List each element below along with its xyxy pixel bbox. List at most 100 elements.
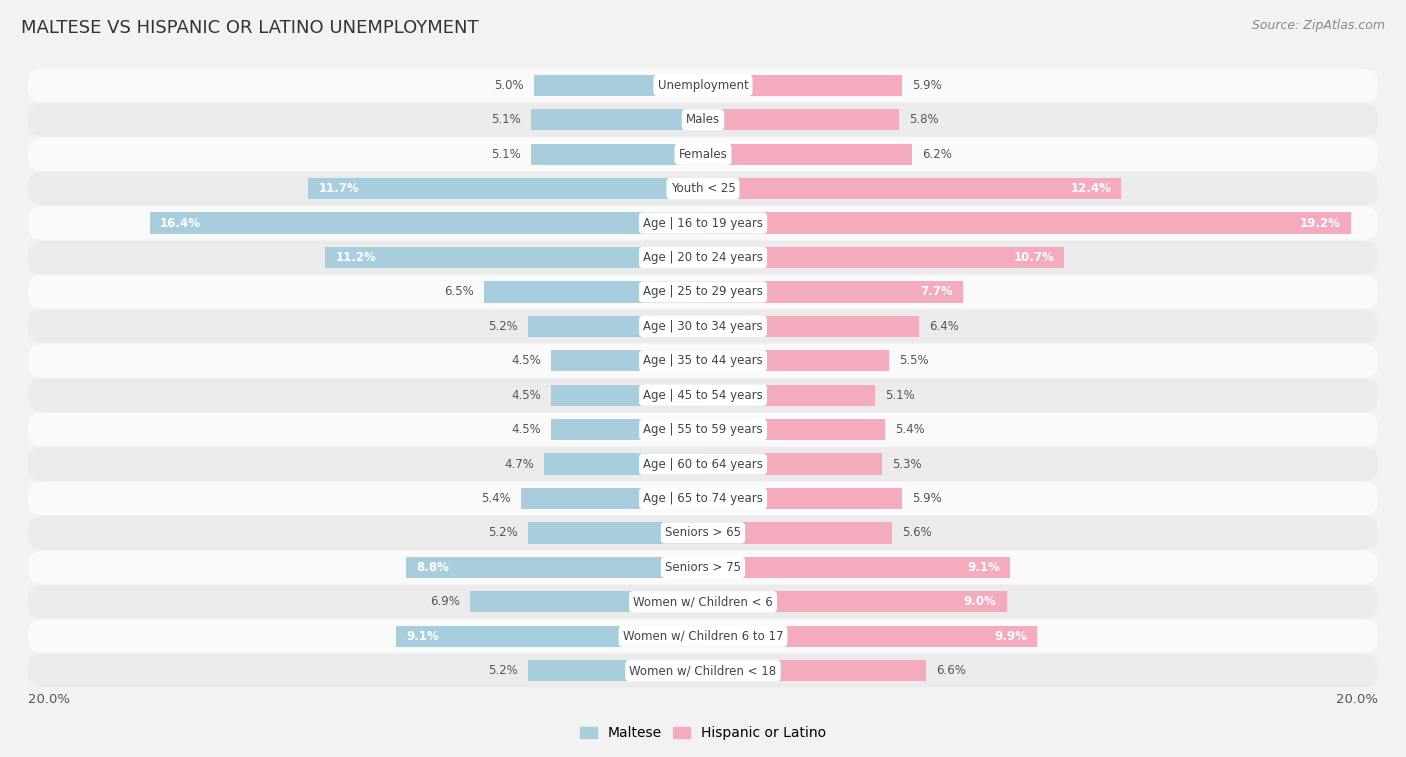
Bar bbox=[703, 75, 903, 96]
Text: 7.7%: 7.7% bbox=[920, 285, 953, 298]
Text: Source: ZipAtlas.com: Source: ZipAtlas.com bbox=[1251, 19, 1385, 32]
Text: 5.2%: 5.2% bbox=[488, 320, 517, 333]
Text: 6.4%: 6.4% bbox=[929, 320, 959, 333]
Bar bbox=[551, 385, 703, 406]
Bar bbox=[531, 144, 703, 165]
Text: Women w/ Children < 18: Women w/ Children < 18 bbox=[630, 664, 776, 677]
Bar bbox=[703, 556, 1010, 578]
Text: Females: Females bbox=[679, 148, 727, 160]
Text: 5.2%: 5.2% bbox=[488, 664, 517, 677]
Bar bbox=[703, 660, 925, 681]
Text: Age | 35 to 44 years: Age | 35 to 44 years bbox=[643, 354, 763, 367]
Bar bbox=[703, 316, 920, 337]
Bar bbox=[703, 350, 889, 372]
Bar bbox=[544, 453, 703, 475]
FancyBboxPatch shape bbox=[28, 69, 1378, 102]
Text: 11.2%: 11.2% bbox=[335, 251, 375, 264]
Text: 9.1%: 9.1% bbox=[406, 630, 439, 643]
Text: 9.0%: 9.0% bbox=[965, 595, 997, 609]
Text: 20.0%: 20.0% bbox=[1336, 693, 1378, 706]
Legend: Maltese, Hispanic or Latino: Maltese, Hispanic or Latino bbox=[575, 721, 831, 746]
Text: 5.0%: 5.0% bbox=[495, 79, 524, 92]
Bar bbox=[703, 247, 1064, 268]
Text: Age | 45 to 54 years: Age | 45 to 54 years bbox=[643, 388, 763, 402]
Text: Age | 30 to 34 years: Age | 30 to 34 years bbox=[643, 320, 763, 333]
Text: Seniors > 65: Seniors > 65 bbox=[665, 526, 741, 540]
Bar bbox=[396, 625, 703, 647]
Bar bbox=[149, 213, 703, 234]
Bar bbox=[703, 488, 903, 509]
Text: 5.1%: 5.1% bbox=[491, 148, 520, 160]
Bar bbox=[484, 282, 703, 303]
Text: 5.4%: 5.4% bbox=[896, 423, 925, 436]
FancyBboxPatch shape bbox=[28, 241, 1378, 274]
FancyBboxPatch shape bbox=[28, 103, 1378, 136]
Text: 5.2%: 5.2% bbox=[488, 526, 517, 540]
Bar bbox=[531, 109, 703, 130]
FancyBboxPatch shape bbox=[28, 413, 1378, 446]
Bar bbox=[527, 522, 703, 544]
Bar bbox=[534, 75, 703, 96]
Text: Unemployment: Unemployment bbox=[658, 79, 748, 92]
FancyBboxPatch shape bbox=[28, 310, 1378, 343]
Text: Women w/ Children 6 to 17: Women w/ Children 6 to 17 bbox=[623, 630, 783, 643]
Text: 5.9%: 5.9% bbox=[912, 79, 942, 92]
Text: 20.0%: 20.0% bbox=[28, 693, 70, 706]
FancyBboxPatch shape bbox=[28, 172, 1378, 205]
Text: 5.1%: 5.1% bbox=[886, 388, 915, 402]
Text: 6.5%: 6.5% bbox=[444, 285, 474, 298]
Bar bbox=[470, 591, 703, 612]
Text: 5.1%: 5.1% bbox=[491, 114, 520, 126]
Bar bbox=[551, 350, 703, 372]
Text: 10.7%: 10.7% bbox=[1014, 251, 1054, 264]
Text: 5.9%: 5.9% bbox=[912, 492, 942, 505]
Text: 8.8%: 8.8% bbox=[416, 561, 449, 574]
Text: 4.7%: 4.7% bbox=[505, 457, 534, 471]
Bar bbox=[325, 247, 703, 268]
Text: 5.8%: 5.8% bbox=[908, 114, 938, 126]
Bar bbox=[703, 213, 1351, 234]
FancyBboxPatch shape bbox=[28, 344, 1378, 377]
Text: 16.4%: 16.4% bbox=[160, 217, 201, 229]
FancyBboxPatch shape bbox=[28, 378, 1378, 412]
Text: Age | 60 to 64 years: Age | 60 to 64 years bbox=[643, 457, 763, 471]
Text: Age | 55 to 59 years: Age | 55 to 59 years bbox=[643, 423, 763, 436]
Text: 6.6%: 6.6% bbox=[936, 664, 966, 677]
FancyBboxPatch shape bbox=[28, 585, 1378, 618]
Text: 5.6%: 5.6% bbox=[903, 526, 932, 540]
FancyBboxPatch shape bbox=[28, 482, 1378, 515]
Text: Youth < 25: Youth < 25 bbox=[671, 182, 735, 195]
Bar bbox=[527, 316, 703, 337]
Bar bbox=[527, 660, 703, 681]
Text: 6.9%: 6.9% bbox=[430, 595, 460, 609]
Bar bbox=[308, 178, 703, 199]
Text: 5.3%: 5.3% bbox=[891, 457, 921, 471]
Text: 4.5%: 4.5% bbox=[512, 388, 541, 402]
Text: Age | 16 to 19 years: Age | 16 to 19 years bbox=[643, 217, 763, 229]
Bar bbox=[703, 178, 1122, 199]
Bar bbox=[703, 591, 1007, 612]
Text: Seniors > 75: Seniors > 75 bbox=[665, 561, 741, 574]
Bar bbox=[703, 282, 963, 303]
FancyBboxPatch shape bbox=[28, 207, 1378, 239]
Text: Males: Males bbox=[686, 114, 720, 126]
Text: Age | 65 to 74 years: Age | 65 to 74 years bbox=[643, 492, 763, 505]
Text: 9.1%: 9.1% bbox=[967, 561, 1000, 574]
Bar bbox=[703, 385, 875, 406]
Text: 5.5%: 5.5% bbox=[898, 354, 928, 367]
Text: 12.4%: 12.4% bbox=[1070, 182, 1111, 195]
FancyBboxPatch shape bbox=[28, 620, 1378, 653]
Bar bbox=[703, 522, 891, 544]
Text: 5.4%: 5.4% bbox=[481, 492, 510, 505]
FancyBboxPatch shape bbox=[28, 551, 1378, 584]
Bar bbox=[551, 419, 703, 441]
Bar bbox=[703, 144, 912, 165]
FancyBboxPatch shape bbox=[28, 138, 1378, 171]
Bar bbox=[703, 625, 1038, 647]
FancyBboxPatch shape bbox=[28, 447, 1378, 481]
Bar bbox=[703, 419, 886, 441]
Text: 19.2%: 19.2% bbox=[1301, 217, 1341, 229]
Bar bbox=[520, 488, 703, 509]
Text: MALTESE VS HISPANIC OR LATINO UNEMPLOYMENT: MALTESE VS HISPANIC OR LATINO UNEMPLOYME… bbox=[21, 19, 478, 37]
Text: 6.2%: 6.2% bbox=[922, 148, 952, 160]
